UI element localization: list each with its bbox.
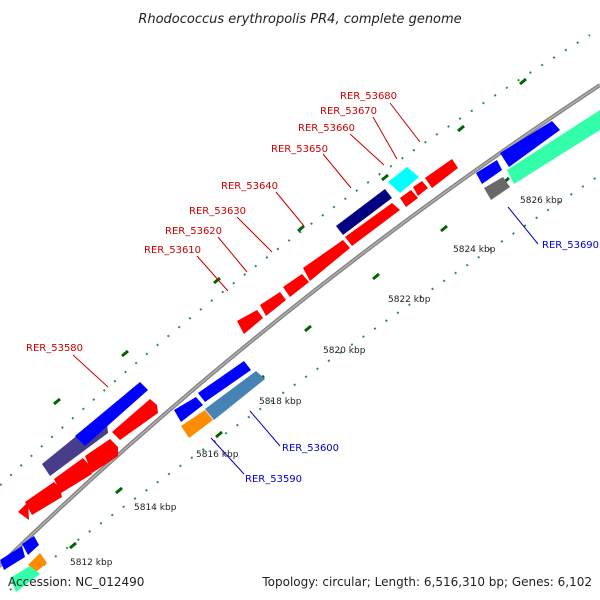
backbone-arc-highlight — [0, 84, 600, 567]
gene-arrow[interactable] — [507, 110, 600, 184]
scale-rings — [0, 34, 600, 591]
gene-arrow[interactable] — [500, 121, 560, 167]
gene-arrow[interactable] — [112, 399, 158, 440]
gene-label[interactable]: RER_53610 — [144, 245, 201, 256]
gene-arrow[interactable] — [388, 167, 419, 193]
map-title: Rhodococcus erythropolis PR4, complete g… — [138, 12, 461, 27]
gene-arrow[interactable] — [303, 240, 350, 281]
gene-arrow[interactable] — [425, 159, 458, 188]
tick-label: 5824 kbp — [453, 245, 496, 255]
tick-label: 5818 kbp — [259, 397, 302, 407]
accession-label: Accession: NC_012490 — [8, 575, 144, 589]
gene-arrow[interactable] — [174, 397, 203, 422]
gene-arrow[interactable] — [75, 382, 148, 446]
gene-arrow[interactable] — [54, 458, 92, 493]
gene-label[interactable]: RER_53680 — [340, 91, 397, 102]
gene-arrow[interactable] — [237, 310, 263, 334]
gene-arrow[interactable] — [22, 536, 39, 555]
gene-arrow[interactable] — [205, 371, 265, 420]
gene-label[interactable]: RER_53690 — [542, 240, 599, 251]
tick-label: 5814 kbp — [134, 503, 177, 513]
gene-arrow[interactable] — [198, 361, 251, 402]
gene-arrow[interactable] — [0, 546, 25, 570]
gene-arrow[interactable] — [181, 410, 213, 438]
gene-features-inner — [0, 110, 600, 592]
tick-label: 5820 kbp — [323, 346, 366, 356]
gene-arrow[interactable] — [25, 482, 62, 515]
gene-label[interactable]: RER_53670 — [320, 106, 377, 117]
gene-arrow[interactable] — [18, 502, 29, 520]
genome-stats: Topology: circular; Length: 6,516,310 bp… — [261, 575, 592, 589]
gene-labels: RER_53580 RER_53590 RER_53600 RER_53610 … — [26, 91, 599, 485]
gene-arrow[interactable] — [336, 189, 392, 235]
gene-arrow[interactable] — [85, 439, 118, 473]
tick-label: 5826 kbp — [520, 196, 563, 206]
label-connectors — [72, 102, 539, 475]
gene-label[interactable]: RER_53620 — [165, 226, 222, 237]
tick-label: 5812 kbp — [70, 558, 113, 568]
gene-label[interactable]: RER_53660 — [298, 123, 355, 134]
tick-labels: 5812 kbp 5814 kbp 5816 kbp 5818 kbp 5820… — [70, 196, 563, 568]
gene-arrow[interactable] — [28, 553, 47, 572]
gene-arrow[interactable] — [413, 181, 428, 196]
gene-arrow[interactable] — [345, 203, 400, 246]
gene-label[interactable]: RER_53630 — [189, 206, 246, 217]
gene-features-outer — [18, 159, 458, 520]
gene-arrow[interactable] — [484, 177, 510, 200]
gene-label[interactable]: RER_53580 — [26, 343, 83, 354]
gene-arrow[interactable] — [283, 274, 309, 297]
gene-arrow[interactable] — [10, 566, 40, 592]
gene-arrow[interactable] — [476, 160, 502, 184]
tick-label: 5822 kbp — [388, 295, 431, 305]
gene-arrow[interactable] — [260, 292, 286, 316]
gene-label[interactable]: RER_53640 — [221, 181, 278, 192]
gene-label[interactable]: RER_53590 — [245, 474, 302, 485]
gene-label[interactable]: RER_53600 — [282, 443, 339, 454]
tick-label: 5816 kbp — [196, 450, 239, 460]
gene-label[interactable]: RER_53650 — [271, 144, 328, 155]
gene-arrow[interactable] — [400, 190, 418, 207]
